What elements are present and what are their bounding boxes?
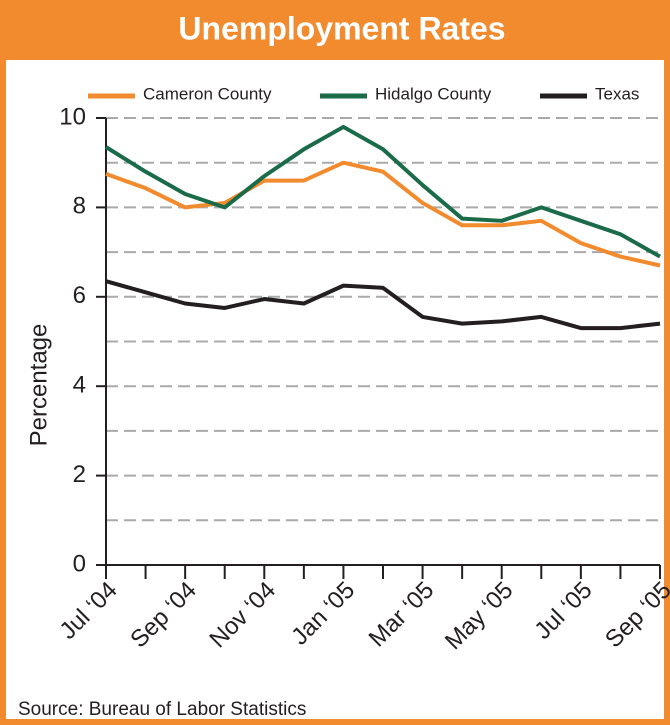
- y-tick-label: 4: [73, 372, 86, 399]
- source: Source: Bureau of Labor Statistics: [18, 699, 306, 720]
- y-tick-label: 0: [73, 550, 86, 577]
- legend-label: Hidalgo County: [375, 84, 492, 103]
- series-line: [105, 160, 661, 268]
- y-tick-label: 6: [73, 282, 86, 309]
- x-tick-label: Jul ‘04: [55, 577, 123, 645]
- x-tick-label: Jul ‘05: [529, 577, 597, 645]
- y-tick-label: 2: [73, 461, 86, 488]
- chart-title: Unemployment Rates: [178, 10, 505, 46]
- legend-label: Cameron County: [143, 84, 272, 103]
- y-tick-label: 10: [59, 103, 86, 130]
- x-tick-label: May ‘05: [440, 577, 519, 656]
- x-tick-label: Sep ‘05: [600, 577, 670, 654]
- y-tick-label: 8: [73, 193, 86, 220]
- series-line: [105, 279, 661, 331]
- y-axis-label: Percentage: [25, 324, 52, 447]
- x-tick-label: Mar ‘05: [364, 577, 440, 653]
- x-tick-label: Jan ‘05: [286, 577, 360, 651]
- title-bar: [0, 0, 670, 60]
- legend-label: Texas: [595, 84, 639, 103]
- series-line: [104, 124, 661, 259]
- x-tick-label: Nov ‘04: [204, 577, 281, 654]
- x-tick-label: Sep ‘04: [125, 577, 202, 654]
